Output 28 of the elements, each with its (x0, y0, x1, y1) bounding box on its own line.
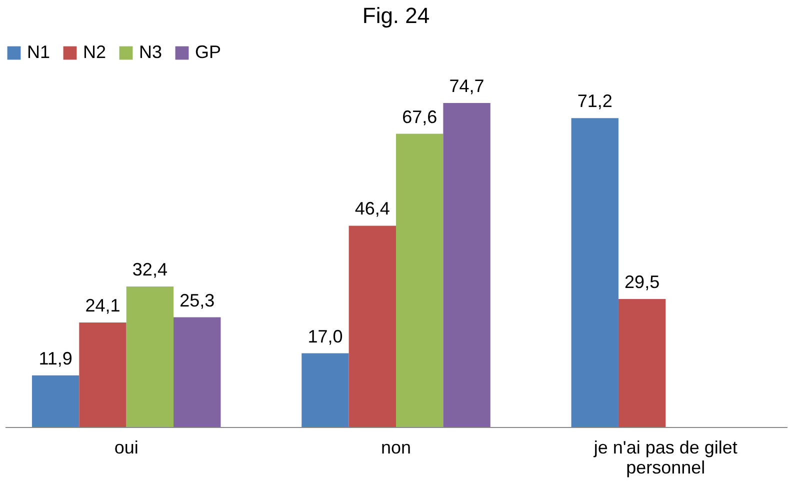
bar (571, 118, 618, 427)
bar (79, 322, 126, 427)
bar (302, 353, 349, 427)
data-label: 11,9 (38, 348, 72, 368)
data-label: 24,1 (85, 295, 120, 316)
bar (396, 134, 444, 427)
data-label: 74,7 (449, 76, 484, 96)
legend-label: GP (195, 42, 222, 62)
data-label: 67,6 (402, 106, 438, 127)
bar (32, 375, 80, 427)
legend-label: N3 (139, 42, 162, 62)
data-label: 71,2 (577, 91, 612, 112)
data-label: 32,4 (132, 259, 168, 280)
data-label: 25,3 (180, 290, 215, 310)
chart-title: Fig. 24 (362, 3, 430, 28)
bar (126, 286, 174, 427)
data-label: 17,0 (308, 326, 343, 346)
legend-label: N2 (83, 42, 106, 62)
legend-label: N1 (27, 42, 50, 62)
data-label: 46,4 (354, 198, 390, 219)
x-tick-label: non (380, 438, 412, 458)
x-tick-label: je n'ai pas de gilet personnel (592, 438, 738, 478)
bar (443, 102, 490, 427)
x-tick-label: oui (114, 438, 138, 458)
data-label: 29,5 (624, 272, 660, 292)
bar (348, 226, 396, 427)
bar (618, 299, 666, 427)
bar (174, 317, 221, 427)
